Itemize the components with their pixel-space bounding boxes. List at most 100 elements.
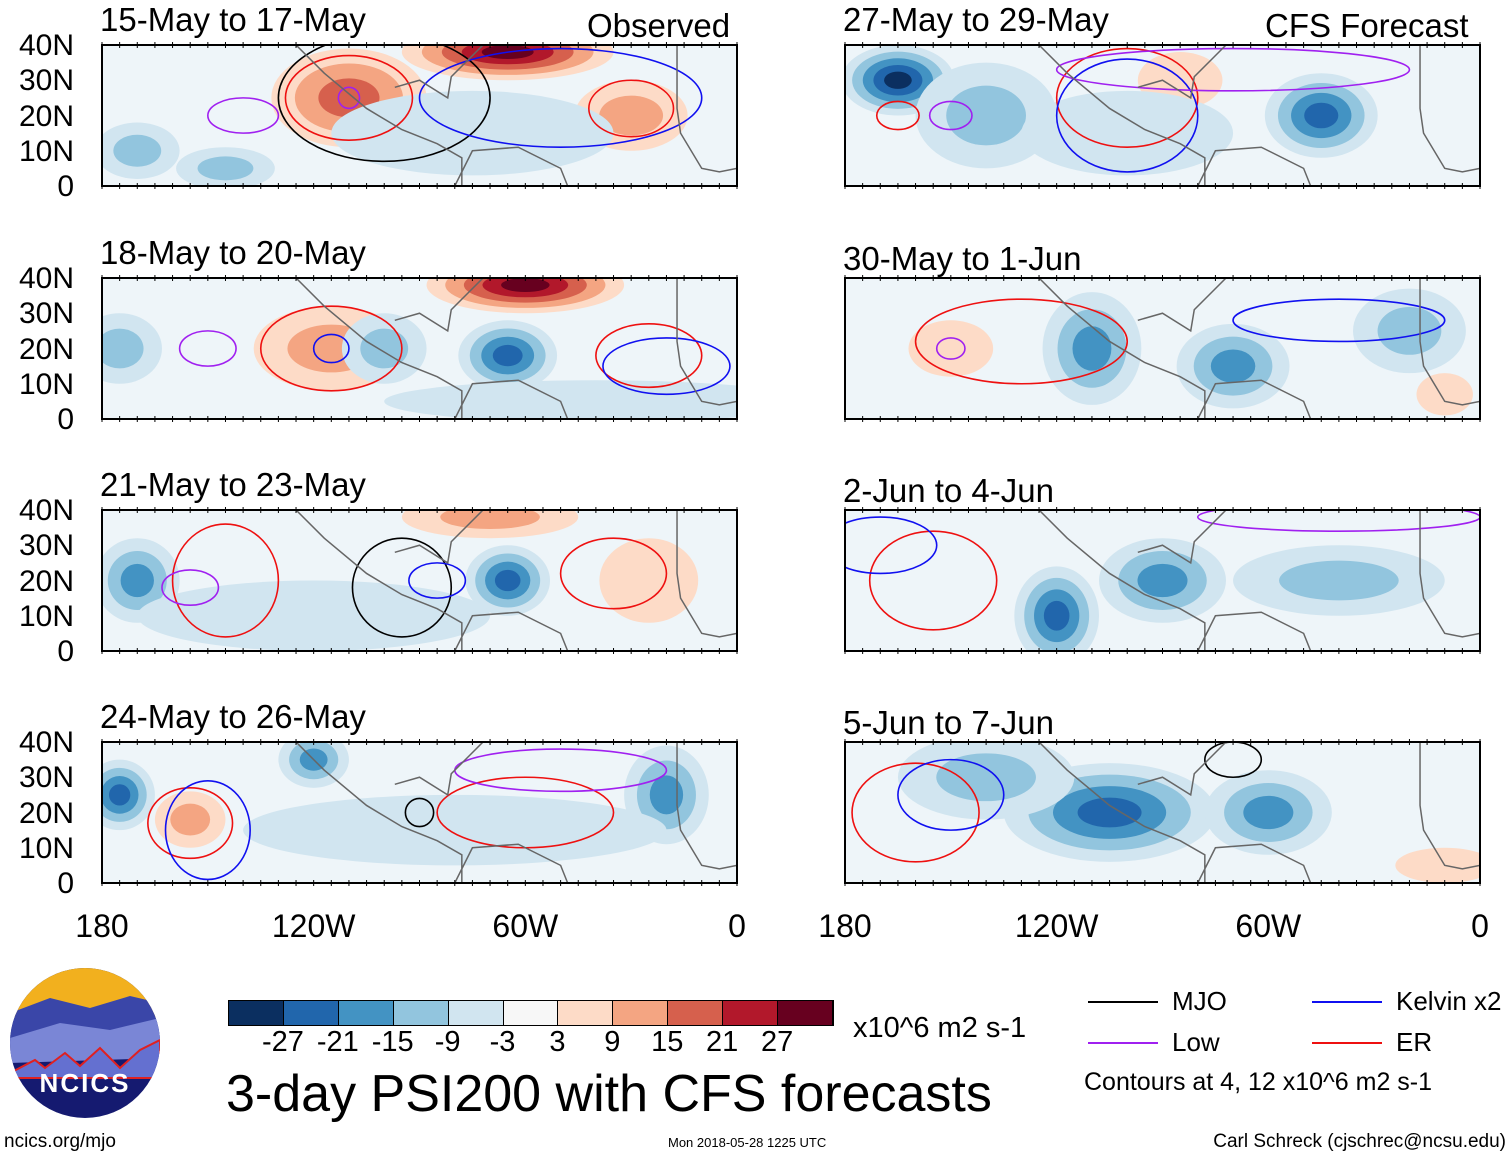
- lat-tick-label: 10N: [18, 599, 74, 633]
- coastline: [1038, 45, 1480, 186]
- low-contour: [337, 86, 361, 110]
- er-contour: [868, 530, 998, 631]
- mjo-contour: [404, 797, 435, 828]
- anomaly-shading: [884, 71, 912, 89]
- lat-tick-label: 40N: [18, 726, 74, 759]
- lat-tick-label: 30N: [18, 761, 74, 795]
- anomaly-shading: [113, 134, 162, 167]
- er-contour: [284, 54, 414, 141]
- colorbar-swatch: [448, 1001, 504, 1025]
- mjo-contour: [1204, 742, 1263, 779]
- panel-title: 5-Jun to 7-Jun: [843, 704, 1054, 741]
- panel-title: 30-May to 1-Jun: [843, 240, 1082, 277]
- panel-title: 2-Jun to 4-Jun: [843, 472, 1054, 509]
- legend-line-er: [1312, 1042, 1382, 1044]
- lat-tick-label: 10N: [18, 367, 74, 401]
- colorbar: [228, 1000, 834, 1026]
- colorbar-swatch: [613, 1001, 669, 1025]
- anomaly-shading: [599, 538, 699, 623]
- colorbar-swatch: [668, 1001, 724, 1025]
- er-contour: [588, 79, 675, 138]
- colorbar-tick-label: 27: [760, 1026, 794, 1058]
- anomaly-shading: [170, 803, 211, 836]
- kelvin-contour: [1055, 58, 1199, 173]
- kelvin-contour: [602, 337, 731, 396]
- anomaly-shading: [120, 563, 154, 598]
- map-panel: [845, 510, 1480, 651]
- anomaly-shading: [1304, 102, 1339, 129]
- legend-label: Kelvin x2: [1396, 986, 1502, 1016]
- anomaly-shading: [1416, 373, 1473, 416]
- anomaly-shading: [1021, 90, 1234, 176]
- low-contour: [928, 100, 973, 131]
- lon-tick-label: 60W: [492, 908, 559, 944]
- anomaly-shading: [946, 85, 1026, 146]
- lat-tick-label: 30N: [18, 64, 74, 98]
- panel-title: 27-May to 29-May: [843, 1, 1109, 38]
- units-label: x10^6 m2 s-1: [853, 1012, 1027, 1044]
- lat-tick-label: 20N: [18, 564, 74, 598]
- credit: Carl Schreck (cjschrec@ncsu.edu): [1213, 1131, 1506, 1152]
- lat-tick-label: 10N: [18, 134, 74, 168]
- low-contour: [207, 97, 280, 134]
- low-contour: [935, 337, 966, 360]
- anomaly-shading: [440, 510, 540, 530]
- lat-tick-label: 40N: [18, 494, 74, 527]
- er-contour: [875, 100, 920, 131]
- coastline: [1038, 742, 1480, 883]
- lon-tick-label: 60W: [1235, 908, 1302, 944]
- lat-tick-label: 0: [57, 403, 74, 436]
- map-panel: [102, 45, 737, 186]
- colorbar-swatch: [338, 1001, 394, 1025]
- anomaly-shading: [1072, 326, 1112, 371]
- legend-label: Low: [1172, 1027, 1220, 1057]
- low-contour: [178, 330, 237, 367]
- anomaly-shading: [197, 156, 254, 181]
- column-label: Observed: [587, 7, 731, 44]
- panel-title: 18-May to 20-May: [100, 234, 366, 271]
- lon-tick-label: 0: [728, 908, 746, 944]
- lon-tick-label: 120W: [1014, 908, 1099, 944]
- colorbar-swatch: [778, 1001, 833, 1025]
- low-contour: [1055, 47, 1411, 92]
- colorbar-swatch: [229, 1001, 284, 1025]
- anomaly-shading: [1243, 795, 1294, 830]
- colorbar-swatch: [393, 1001, 449, 1025]
- colorbar-tick-label: -21: [316, 1026, 359, 1058]
- colorbar-tick-label: -3: [489, 1026, 516, 1058]
- anomaly-shading: [108, 784, 131, 806]
- er-contour: [171, 523, 280, 638]
- lat-tick-label: 20N: [18, 99, 74, 133]
- anomaly-shading: [384, 380, 737, 419]
- site-link[interactable]: ncics.org/mjo: [4, 1131, 116, 1152]
- legend-line-kelvin: [1312, 1001, 1382, 1003]
- er-contour: [147, 787, 234, 860]
- coastline: [295, 278, 737, 419]
- anomaly-shading: [1395, 847, 1480, 883]
- legend-label: MJO: [1172, 986, 1227, 1016]
- anomaly-shading: [492, 344, 523, 367]
- lat-tick-label: 20N: [18, 332, 74, 366]
- anomaly-shading: [1279, 560, 1399, 601]
- map-panel: [845, 278, 1480, 419]
- coastline: [1038, 278, 1480, 419]
- map-panel: [845, 45, 1480, 186]
- kelvin-contour: [164, 779, 251, 881]
- map-panel: [102, 278, 737, 419]
- map-panel: [845, 742, 1480, 883]
- anomaly-shading: [137, 580, 491, 651]
- kelvin-contour: [845, 516, 938, 575]
- colorbar-swatch: [283, 1001, 339, 1025]
- anomaly-shading: [494, 569, 521, 592]
- mjo-contour: [351, 537, 453, 638]
- coastline: [295, 45, 737, 186]
- er-contour: [559, 537, 668, 610]
- colorbar-tick-label: 21: [706, 1026, 739, 1058]
- anomaly-shading: [1043, 600, 1070, 631]
- mjo-contour: [277, 45, 491, 163]
- lon-tick-label: 180: [818, 908, 872, 944]
- ncics-logo[interactable]: NCICS: [10, 968, 160, 1118]
- anomaly-shading: [1377, 306, 1442, 355]
- lat-tick-label: 10N: [18, 831, 74, 865]
